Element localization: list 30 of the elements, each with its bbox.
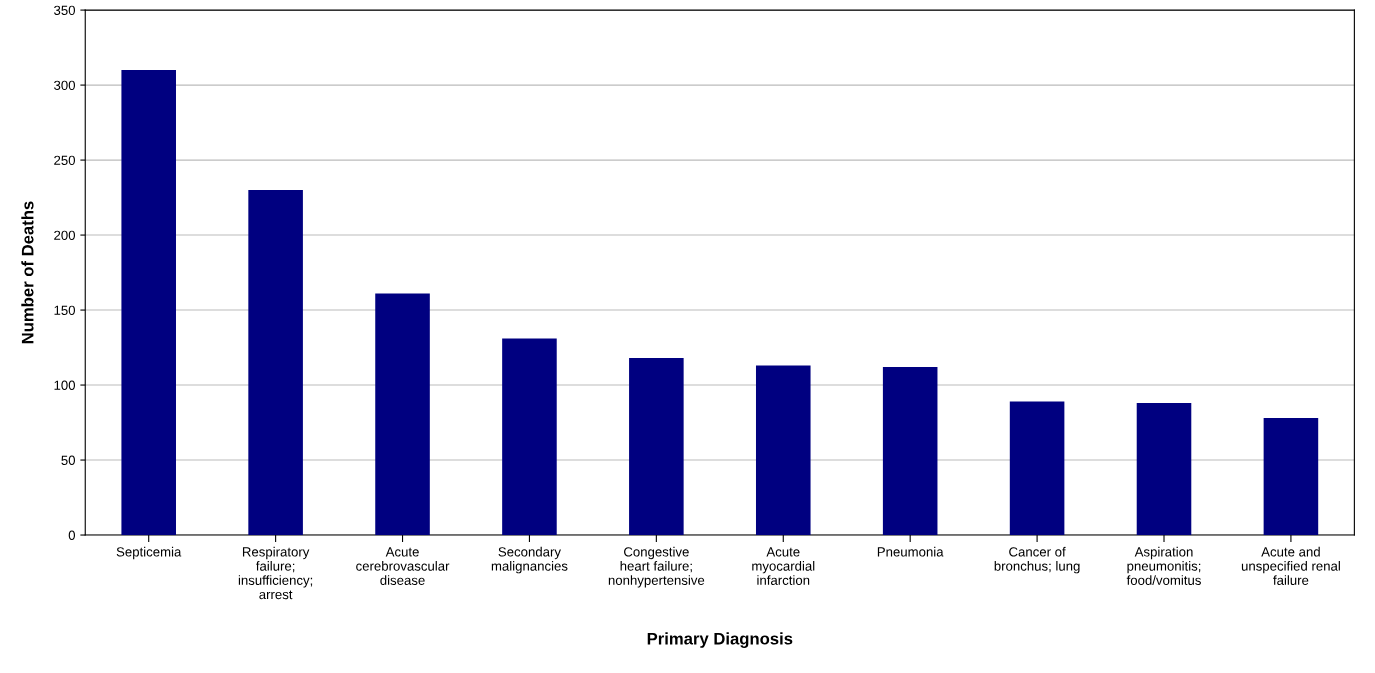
x-axis-title: Primary Diagnosis bbox=[647, 632, 793, 648]
bar bbox=[755, 365, 811, 536]
bar bbox=[882, 367, 938, 536]
bar bbox=[248, 190, 303, 536]
y-tick-label: 300 bbox=[54, 80, 76, 90]
x-tick-label: Acute and unspecified renal failure bbox=[1241, 546, 1340, 585]
bar bbox=[502, 338, 557, 536]
x-tick-label: Aspiration pneumonitis; food/vomitus bbox=[1126, 546, 1201, 585]
bar bbox=[121, 70, 176, 536]
bar bbox=[1009, 401, 1065, 536]
x-tick-label: Secondary malignancies bbox=[491, 546, 568, 574]
bar bbox=[375, 293, 430, 536]
x-tick-label: Congestive heart failure; nonhypertensive bbox=[608, 546, 705, 588]
bar bbox=[1136, 403, 1192, 536]
x-tick-label: Respiratory failure; insufficiency; arrest bbox=[238, 546, 313, 600]
y-tick-label: 250 bbox=[54, 155, 76, 165]
y-axis-title: Number of Deaths bbox=[21, 201, 34, 344]
x-tick-label: Acute cerebrovascular disease bbox=[356, 547, 450, 585]
y-tick-label: 0 bbox=[68, 530, 76, 540]
bar bbox=[1263, 418, 1319, 536]
x-tick-label: Septicemia bbox=[116, 546, 182, 560]
x-tick-label: Pneumonia bbox=[877, 546, 944, 557]
x-tick-label: Cancer of bronchus; lung bbox=[994, 546, 1080, 574]
x-tick-label: Acute myocardial infarction bbox=[752, 547, 815, 585]
y-tick-label: 50 bbox=[61, 455, 76, 465]
bar bbox=[629, 358, 684, 536]
y-tick-label: 150 bbox=[54, 305, 76, 315]
y-tick-label: 200 bbox=[54, 230, 76, 240]
y-tick-label: 350 bbox=[54, 5, 76, 16]
y-tick-label: 100 bbox=[54, 380, 76, 390]
